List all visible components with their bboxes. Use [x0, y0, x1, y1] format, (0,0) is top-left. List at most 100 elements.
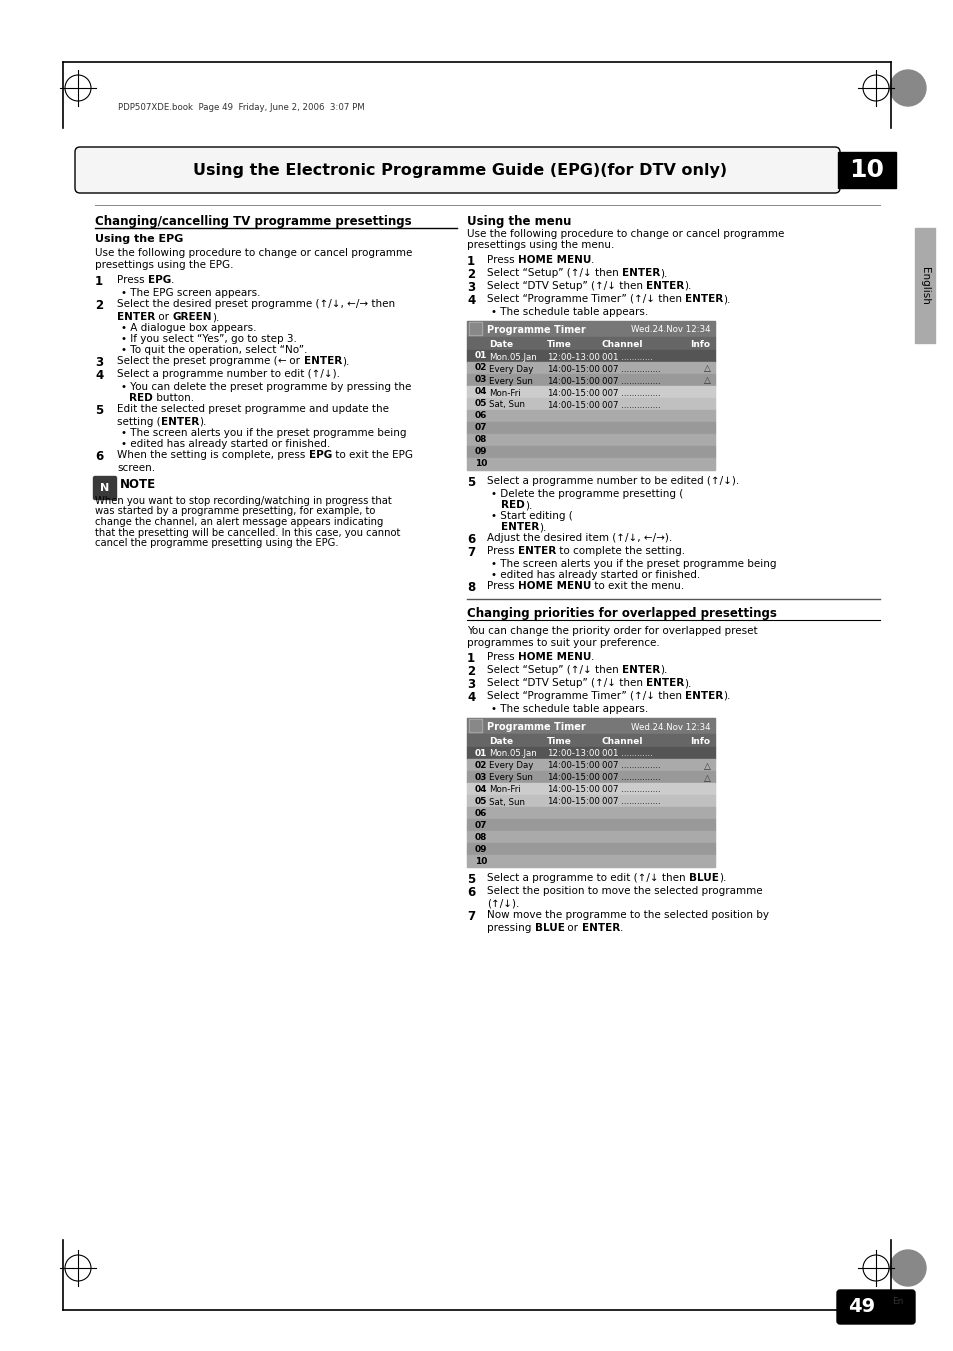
Text: • The schedule table appears.: • The schedule table appears.: [491, 704, 648, 713]
Bar: [470, 720, 480, 731]
Text: ENTER: ENTER: [581, 923, 619, 934]
Text: Sat, Sun: Sat, Sun: [489, 797, 524, 807]
Text: or: or: [286, 357, 303, 366]
Text: Select a programme number to be edited (↑/↓).: Select a programme number to be edited (…: [486, 476, 739, 486]
Text: Select “Setup” (↑/↓ then: Select “Setup” (↑/↓ then: [486, 267, 621, 278]
Text: HOME MENU: HOME MENU: [517, 255, 591, 265]
Text: ).: ).: [684, 281, 691, 290]
Text: 10: 10: [475, 857, 487, 866]
Text: button.: button.: [152, 393, 193, 403]
Text: setting (: setting (: [117, 417, 160, 427]
Text: ←: ←: [277, 357, 286, 366]
Text: ).: ).: [722, 690, 730, 701]
Text: 14:00-15:00: 14:00-15:00: [546, 785, 599, 794]
Text: BLUE: BLUE: [534, 923, 564, 934]
Text: Press: Press: [486, 255, 517, 265]
Text: 001 ............: 001 ............: [601, 353, 652, 362]
Text: Using the Electronic Programme Guide (EPG)(for DTV only): Using the Electronic Programme Guide (EP…: [193, 163, 726, 178]
Text: Channel: Channel: [601, 340, 643, 349]
Text: 06: 06: [475, 808, 487, 817]
Text: Use the following procedure to change or cancel programme: Use the following procedure to change or…: [467, 230, 783, 239]
Text: change the channel, an alert message appears indicating: change the channel, an alert message app…: [95, 517, 383, 527]
Text: cancel the programme presetting using the EPG.: cancel the programme presetting using th…: [95, 538, 338, 549]
Text: pressing: pressing: [486, 923, 534, 934]
Text: ENTER: ENTER: [500, 521, 538, 532]
Text: Changing/cancelling TV programme presettings: Changing/cancelling TV programme presett…: [95, 215, 411, 228]
Bar: [467, 717, 714, 734]
Text: ENTER: ENTER: [645, 281, 684, 290]
Bar: [467, 831, 714, 843]
Text: 7: 7: [467, 546, 475, 559]
Text: ENTER: ENTER: [684, 295, 722, 304]
Text: 4: 4: [467, 295, 475, 307]
Text: • The screen alerts you if the preset programme being: • The screen alerts you if the preset pr…: [491, 559, 776, 569]
Text: 10: 10: [848, 158, 883, 182]
Text: Time: Time: [546, 738, 571, 746]
Text: 007 ...............: 007 ...............: [601, 389, 659, 397]
Text: Now move the programme to the selected position by: Now move the programme to the selected p…: [486, 911, 768, 920]
Text: presettings using the menu.: presettings using the menu.: [467, 240, 614, 250]
Text: 1: 1: [467, 653, 475, 665]
Text: You can change the priority order for overlapped preset: You can change the priority order for ov…: [467, 626, 757, 636]
Text: 04: 04: [475, 785, 487, 793]
Text: EPG: EPG: [309, 450, 332, 459]
Circle shape: [889, 70, 925, 105]
Text: ).: ).: [659, 665, 667, 676]
Text: 1: 1: [467, 255, 475, 267]
Text: 14:00-15:00: 14:00-15:00: [546, 774, 599, 782]
Bar: [837, 153, 895, 188]
Text: or: or: [564, 923, 581, 934]
Text: ).: ).: [198, 417, 206, 427]
Text: 14:00-15:00: 14:00-15:00: [546, 389, 599, 397]
Bar: [467, 771, 714, 784]
Text: Press: Press: [486, 653, 517, 662]
Text: 49: 49: [847, 1297, 875, 1316]
Text: Sat, Sun: Sat, Sun: [489, 400, 524, 409]
Text: ).: ).: [722, 295, 730, 304]
Text: 14:00-15:00: 14:00-15:00: [546, 365, 599, 373]
Text: ENTER: ENTER: [621, 267, 659, 278]
Text: Adjust the desired item (↑/↓, ←/→).: Adjust the desired item (↑/↓, ←/→).: [486, 534, 672, 543]
Text: Wed.24.Nov 12:34: Wed.24.Nov 12:34: [631, 723, 710, 731]
Text: • edited has already started or finished.: • edited has already started or finished…: [491, 570, 700, 580]
Text: .: .: [619, 923, 622, 934]
Text: 07: 07: [475, 820, 487, 830]
Text: 4: 4: [467, 690, 475, 704]
Text: Select a programme to edit (↑/↓ then: Select a programme to edit (↑/↓ then: [486, 873, 688, 884]
Text: • Start editing (: • Start editing (: [491, 511, 572, 521]
Bar: [467, 843, 714, 855]
Text: 01: 01: [475, 748, 487, 758]
Text: 007 ...............: 007 ...............: [601, 365, 659, 373]
Text: Using the EPG: Using the EPG: [95, 234, 183, 245]
Text: ENTER: ENTER: [117, 312, 155, 322]
Text: 09: 09: [475, 844, 487, 854]
Text: Date: Date: [489, 738, 513, 746]
Text: 07: 07: [475, 423, 487, 432]
Text: EPG: EPG: [148, 276, 171, 285]
Text: Press: Press: [486, 546, 517, 557]
Text: presettings using the EPG.: presettings using the EPG.: [95, 259, 233, 269]
Bar: [914, 228, 934, 343]
Text: Every Sun: Every Sun: [489, 774, 533, 782]
Text: Channel: Channel: [601, 738, 643, 746]
Bar: [467, 322, 714, 336]
Text: • You can delete the preset programme by pressing the: • You can delete the preset programme by…: [121, 382, 411, 392]
Text: ENTER: ENTER: [621, 665, 659, 676]
Text: ENTER: ENTER: [684, 690, 722, 701]
Text: 06: 06: [475, 412, 487, 420]
Bar: [467, 784, 714, 794]
Text: Select “Programme Timer” (↑/↓ then: Select “Programme Timer” (↑/↓ then: [486, 295, 684, 304]
Text: • Delete the programme presetting (: • Delete the programme presetting (: [491, 489, 682, 499]
Text: ).: ).: [524, 500, 532, 509]
Bar: [467, 322, 714, 470]
Text: Info: Info: [689, 340, 709, 349]
Text: △: △: [702, 365, 710, 373]
Text: En: En: [891, 1297, 902, 1305]
Text: Select “Setup” (↑/↓ then: Select “Setup” (↑/↓ then: [486, 665, 621, 676]
Text: 14:00-15:00: 14:00-15:00: [546, 400, 599, 409]
Text: 3: 3: [467, 281, 475, 295]
Text: 10: 10: [475, 459, 487, 469]
Text: Mon.05.Jan: Mon.05.Jan: [489, 353, 537, 362]
Text: .: .: [591, 653, 594, 662]
Text: Every Sun: Every Sun: [489, 377, 533, 385]
